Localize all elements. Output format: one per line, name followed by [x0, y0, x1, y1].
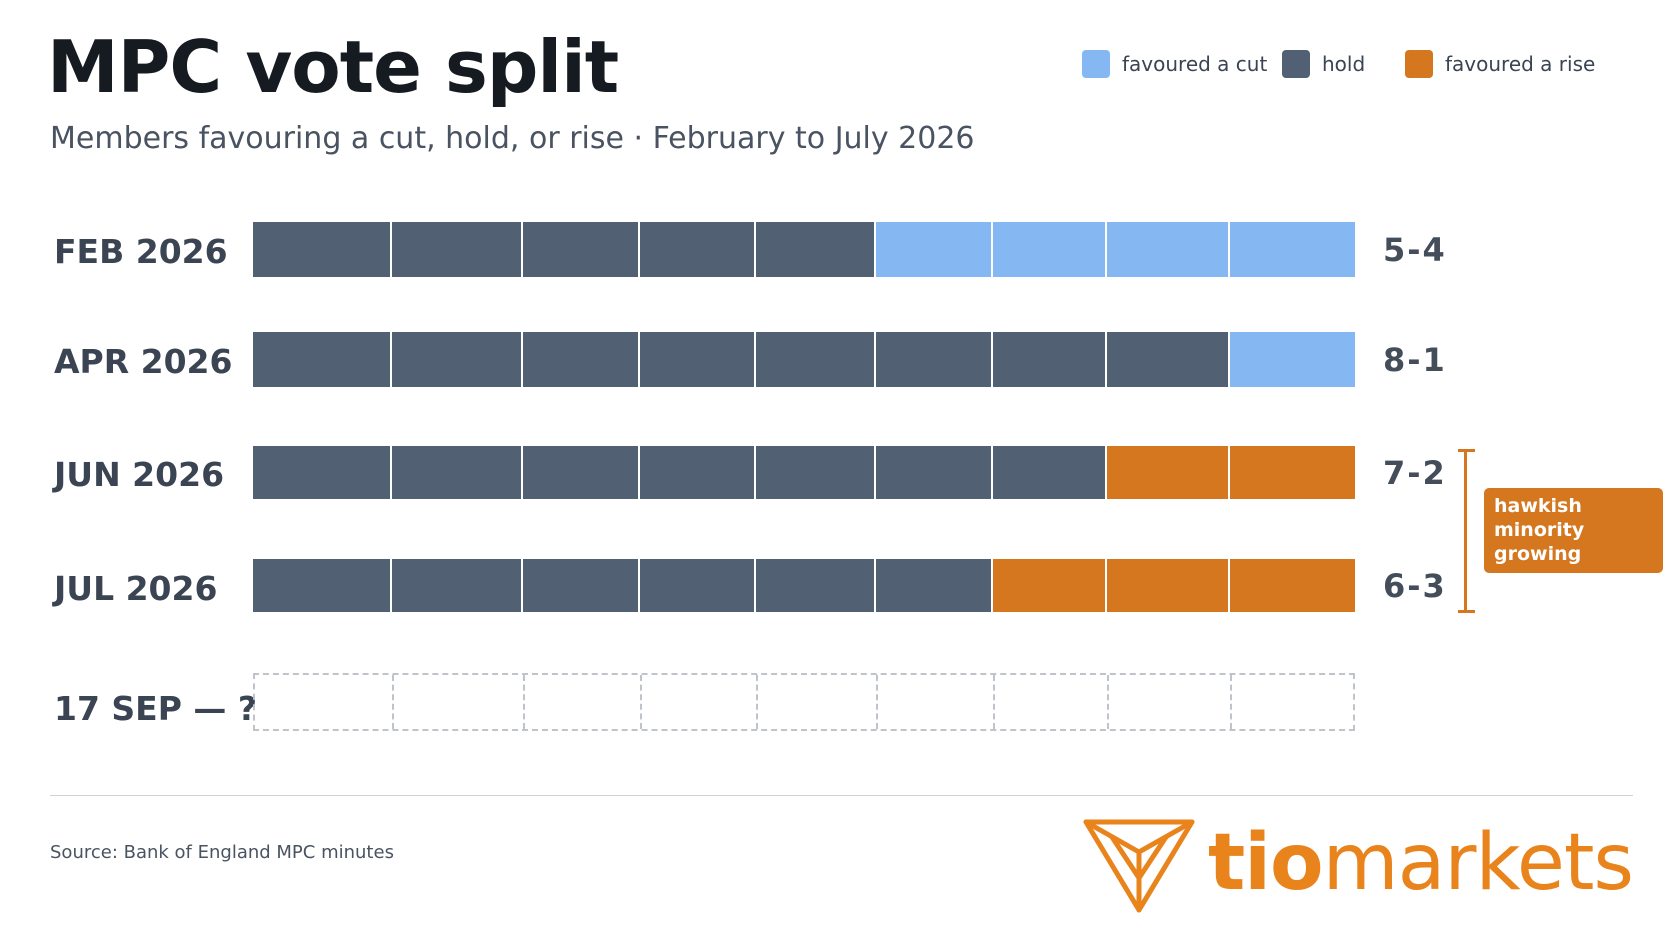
- vote-segment-cut: [1227, 222, 1355, 277]
- vote-segment-hold: [521, 559, 639, 612]
- legend: favoured a cut hold favoured a rise: [0, 50, 1672, 90]
- chart-subtitle: Members favouring a cut, hold, or rise ·…: [50, 121, 975, 156]
- vote-segment-hold: [874, 446, 991, 499]
- vote-segment-hold: [521, 332, 639, 387]
- vote-segment-empty: [755, 675, 877, 729]
- vote-segment-hold: [521, 222, 639, 277]
- vote-segment-rise: [990, 559, 1106, 612]
- vote-result: 7-2: [1383, 453, 1447, 492]
- legend-swatch-rise: [1405, 50, 1433, 78]
- vote-segment-hold: [253, 559, 390, 612]
- vote-segment-hold: [874, 332, 991, 387]
- vote-segment-empty: [391, 675, 523, 729]
- vote-segment-cut: [990, 222, 1106, 277]
- source-note: Source: Bank of England MPC minutes: [50, 842, 394, 863]
- vote-segment-empty: [255, 675, 392, 729]
- vote-segment-hold: [753, 559, 875, 612]
- vote-segment-rise: [1105, 559, 1228, 612]
- vote-segment-rise: [1227, 559, 1355, 612]
- vote-segment-hold: [638, 559, 754, 612]
- row-label: JUN 2026: [54, 455, 225, 494]
- vote-segment-empty: [992, 675, 1108, 729]
- vote-segment-hold: [1105, 332, 1228, 387]
- vote-segment-rise: [1227, 446, 1355, 499]
- vote-segment-cut: [1227, 332, 1355, 387]
- vote-segment-hold: [990, 446, 1106, 499]
- vote-segment-empty: [1229, 675, 1357, 729]
- legend-item-hold: hold: [1282, 50, 1365, 78]
- legend-swatch-hold: [1282, 50, 1310, 78]
- row-label: JUL 2026: [54, 569, 218, 608]
- vote-result: 8-1: [1383, 340, 1447, 379]
- legend-label-cut: favoured a cut: [1122, 52, 1268, 76]
- vote-segment-cut: [1105, 222, 1228, 277]
- tiomarkets-logo: tiomarkets: [1082, 818, 1634, 914]
- vote-segment-hold: [389, 222, 521, 277]
- legend-item-rise: favoured a rise: [1405, 50, 1595, 78]
- vote-segment-hold: [389, 446, 521, 499]
- vote-segment-hold: [753, 332, 875, 387]
- hawkish-callout: hawkish minority growing: [1484, 488, 1663, 573]
- vote-bar: [253, 446, 1355, 499]
- vote-segment-hold: [389, 559, 521, 612]
- future-vote-bar: [253, 673, 1355, 731]
- vote-segment-hold: [253, 332, 390, 387]
- row-label: FEB 2026: [54, 232, 228, 271]
- vote-segment-hold: [253, 446, 390, 499]
- vote-segment-hold: [990, 332, 1106, 387]
- legend-swatch-cut: [1082, 50, 1110, 78]
- tiomarkets-triangle-icon: [1083, 819, 1195, 913]
- vote-segment-hold: [521, 446, 639, 499]
- vote-bar: [253, 559, 1355, 612]
- legend-label-rise: favoured a rise: [1445, 52, 1596, 76]
- vote-segment-empty: [523, 675, 640, 729]
- vote-result: 5-4: [1383, 230, 1447, 269]
- vote-segment-hold: [638, 446, 754, 499]
- vote-segment-empty: [640, 675, 755, 729]
- vote-bar: [253, 332, 1355, 387]
- legend-label-hold: hold: [1322, 52, 1366, 76]
- vote-result: 6-3: [1383, 566, 1447, 605]
- brand-name: tiomarkets: [1208, 824, 1634, 902]
- vote-segment-hold: [389, 332, 521, 387]
- vote-segment-hold: [638, 332, 754, 387]
- legend-item-cut: favoured a cut: [1082, 50, 1267, 78]
- vote-segment-hold: [753, 446, 875, 499]
- vote-segment-hold: [638, 222, 754, 277]
- vote-segment-hold: [253, 222, 390, 277]
- chart-title: MPC vote split: [47, 25, 619, 109]
- vote-segment-empty: [1107, 675, 1229, 729]
- row-label: 17 SEP — ?: [54, 689, 258, 728]
- vote-segment-cut: [874, 222, 991, 277]
- footer-divider: [50, 795, 1633, 796]
- vote-segment-empty: [876, 675, 992, 729]
- vote-segment-hold: [874, 559, 991, 612]
- hawkish-bracket: [1458, 449, 1475, 613]
- brand-name-rest: markets: [1322, 818, 1634, 908]
- row-label: APR 2026: [54, 342, 233, 381]
- vote-segment-hold: [753, 222, 875, 277]
- brand-name-bold: tio: [1208, 818, 1324, 908]
- vote-bar: [253, 222, 1355, 277]
- vote-segment-rise: [1105, 446, 1228, 499]
